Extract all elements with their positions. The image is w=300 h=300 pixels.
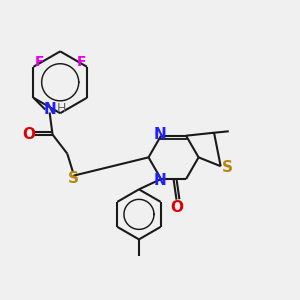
- Text: H: H: [57, 101, 66, 115]
- Text: O: O: [170, 200, 183, 214]
- Text: F: F: [76, 56, 86, 69]
- Text: N: N: [43, 102, 56, 117]
- Text: F: F: [34, 56, 44, 69]
- Text: N: N: [153, 173, 166, 188]
- Text: S: S: [222, 160, 232, 175]
- Text: S: S: [68, 171, 79, 186]
- Text: N: N: [153, 127, 166, 142]
- Text: O: O: [22, 127, 35, 142]
